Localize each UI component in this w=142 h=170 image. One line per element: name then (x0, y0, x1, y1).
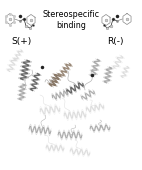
Text: Stereospecific
binding: Stereospecific binding (42, 10, 100, 30)
Text: S(+): S(+) (12, 37, 32, 46)
Text: R(-): R(-) (107, 37, 123, 46)
